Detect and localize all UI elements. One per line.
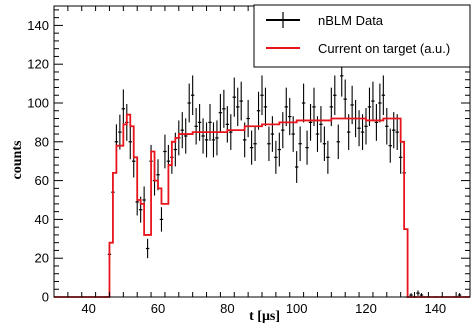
legend-box	[253, 4, 471, 68]
data-point	[374, 103, 379, 141]
data-point	[211, 122, 216, 158]
y-tick-label: 40	[35, 212, 49, 227]
data-point	[385, 108, 389, 145]
data-point	[260, 75, 264, 116]
legend-current-label: Current on target (a.u.)	[318, 41, 450, 56]
data-point	[208, 103, 212, 141]
legend-data-label: nBLM Data	[318, 13, 384, 28]
x-tick-label: 120	[355, 301, 377, 316]
y-tick-label: 100	[27, 96, 49, 111]
data-point	[395, 114, 399, 150]
data-point	[364, 108, 368, 145]
data-point	[128, 124, 132, 160]
data-point	[274, 140, 278, 174]
data-point	[159, 207, 164, 232]
data-point	[184, 118, 188, 154]
data-point	[121, 89, 126, 129]
data-point	[322, 126, 327, 162]
x-tick-label: 100	[286, 301, 308, 316]
data-point	[398, 140, 403, 174]
data-point	[218, 93, 223, 132]
plot-marks	[54, 55, 470, 298]
data-point	[277, 132, 282, 167]
data-point	[249, 130, 254, 165]
data-point	[371, 81, 375, 121]
data-point	[416, 290, 420, 296]
data-point	[180, 112, 184, 149]
data-point	[187, 83, 191, 123]
data-point	[294, 151, 299, 183]
data-point	[229, 114, 233, 150]
data-point	[378, 83, 382, 123]
data-point	[270, 116, 275, 152]
y-axis-label: counts	[10, 140, 25, 179]
data-point	[305, 130, 309, 165]
data-point	[204, 122, 209, 158]
data-point	[284, 87, 288, 127]
data-point	[343, 79, 347, 119]
x-tick-label: 140	[424, 301, 446, 316]
data-point	[232, 77, 236, 117]
data-point	[201, 118, 205, 154]
x-tick-label: 40	[81, 301, 95, 316]
data-point	[315, 116, 320, 152]
y-tick-label: 80	[35, 134, 49, 149]
x-axis-label: t [μs]	[249, 309, 280, 324]
data-point	[267, 126, 271, 162]
data-point	[118, 114, 122, 150]
data-point	[222, 89, 226, 128]
legend: nBLM Data Current on target (a.u.)	[253, 4, 471, 68]
data-point	[357, 110, 361, 147]
data-point	[298, 126, 302, 162]
data-point	[346, 114, 351, 150]
data-point	[281, 112, 285, 149]
data-point	[301, 83, 306, 123]
data-point	[360, 114, 365, 150]
data-point	[190, 75, 195, 116]
data-point	[308, 103, 313, 141]
x-tick-label: 80	[220, 301, 234, 316]
y-tick-label: 0	[42, 290, 49, 305]
data-point	[381, 75, 386, 116]
data-point	[225, 106, 230, 143]
data-point	[239, 81, 243, 121]
data-point	[388, 128, 392, 163]
data-point	[253, 126, 257, 162]
y-tick-label: 140	[27, 18, 49, 33]
data-point	[288, 97, 292, 136]
data-point	[236, 87, 240, 127]
data-point	[194, 108, 198, 145]
data-point	[145, 238, 150, 259]
data-point	[197, 103, 202, 141]
data-point	[246, 99, 250, 138]
data-point	[215, 120, 219, 156]
y-tick-label: 120	[27, 57, 49, 72]
data-point	[326, 140, 330, 174]
current-step-line	[54, 113, 470, 298]
data-point	[319, 106, 323, 143]
data-point	[263, 87, 268, 127]
y-tick-label: 60	[35, 173, 49, 188]
data-point	[333, 75, 337, 116]
data-point	[336, 124, 340, 160]
y-tick-label: 20	[35, 251, 49, 266]
x-tick-label: 60	[151, 301, 165, 316]
data-point	[163, 134, 167, 169]
data-point	[256, 91, 261, 130]
